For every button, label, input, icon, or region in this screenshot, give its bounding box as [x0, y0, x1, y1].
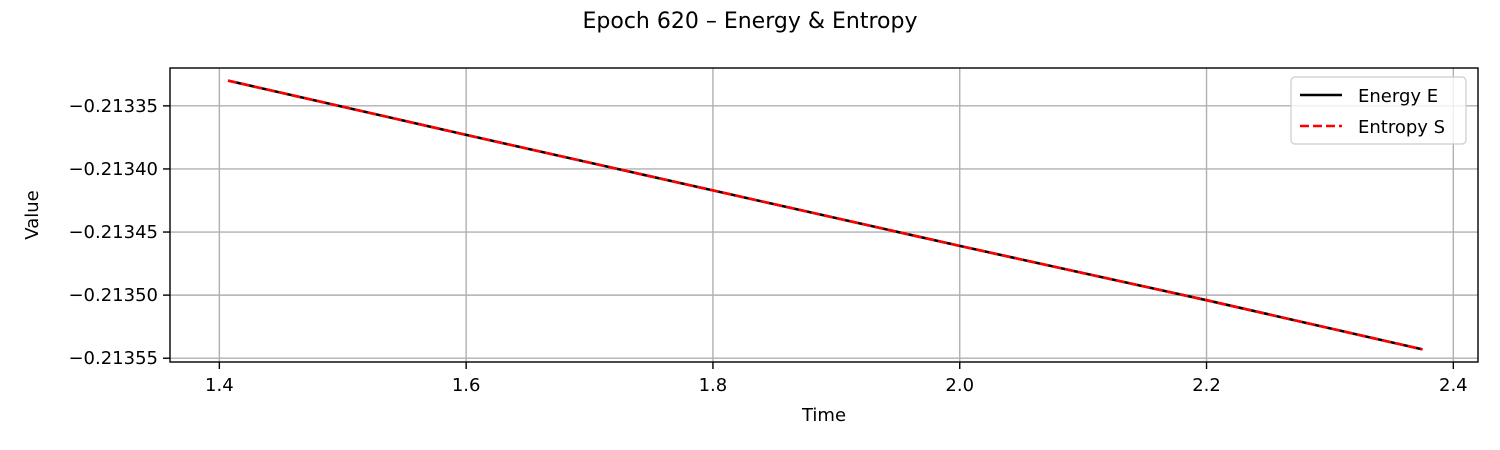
y-tick-label: −0.21345 — [68, 222, 158, 243]
legend: Energy E Entropy S — [1290, 76, 1467, 145]
x-tick-label: 1.4 — [205, 375, 234, 396]
plot-area-frame — [169, 67, 1479, 363]
x-tick-label: 2.0 — [945, 375, 974, 396]
chart-title: Epoch 620 – Energy & Entropy — [583, 9, 918, 34]
series-lines — [227, 79, 1423, 351]
x-tick-label: 2.2 — [1192, 375, 1221, 396]
series-line-entropy-s — [227, 79, 1423, 351]
y-tick-label: −0.21355 — [68, 348, 158, 369]
y-axis-label: Value — [22, 190, 43, 239]
x-tick-label: 1.6 — [452, 375, 481, 396]
y-tick-label: −0.21340 — [68, 159, 158, 180]
x-tick-label: 2.4 — [1439, 375, 1468, 396]
x-axis-label: Time — [801, 405, 846, 426]
y-tick-label: −0.21350 — [68, 285, 158, 306]
axis-ticks: 1.4 1.6 1.8 2.0 2.2 2.4 −0.21335 −0.21340 −0.213… — [68, 96, 1467, 396]
x-tick-label: 1.8 — [699, 375, 728, 396]
y-tick-label: −0.21335 — [68, 96, 158, 117]
legend-label: Entropy S — [1358, 117, 1445, 138]
legend-label: Energy E — [1358, 86, 1438, 107]
